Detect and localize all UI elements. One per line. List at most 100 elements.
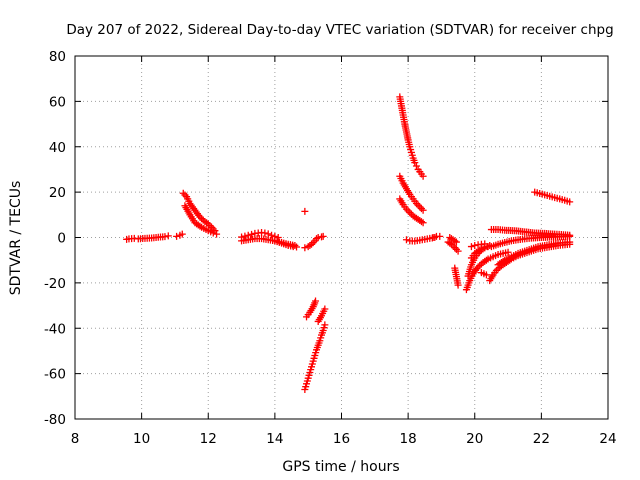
data-point <box>474 263 482 271</box>
data-point <box>411 159 419 167</box>
data-point <box>241 232 249 240</box>
data-point <box>417 205 425 213</box>
data-point <box>451 244 459 252</box>
x-tick-label: 14 <box>266 431 283 447</box>
data-point <box>321 321 329 329</box>
series-arc-11 <box>301 207 309 215</box>
series-arc-31 <box>477 269 490 279</box>
data-point <box>319 232 327 240</box>
data-point <box>198 215 206 223</box>
series-arc-17 <box>396 195 427 227</box>
chart-title: Day 207 of 2022, Sidereal Day-to-day VTE… <box>66 22 613 38</box>
data-point <box>196 222 204 230</box>
series-arc-13 <box>303 297 320 321</box>
data-point <box>416 203 424 211</box>
data-point <box>566 198 574 206</box>
data-point <box>452 238 460 246</box>
data-point <box>301 244 309 252</box>
series-arc-09 <box>301 237 319 252</box>
data-point <box>482 271 490 279</box>
series-arc-20 <box>444 238 462 255</box>
y-tick-label: 60 <box>49 94 66 110</box>
data-point <box>467 243 475 251</box>
data-point <box>293 243 301 251</box>
data-point <box>499 257 507 265</box>
data-point <box>476 246 484 254</box>
x-tick-labels: 8 10 12 14 16 18 20 22 24 <box>71 431 617 447</box>
x-tick-label: 24 <box>599 431 616 447</box>
data-point <box>436 232 444 240</box>
data-point <box>301 207 309 215</box>
series-arc-22 <box>451 264 462 289</box>
data-point <box>419 219 427 227</box>
x-tick-label: 18 <box>400 431 417 447</box>
x-tick-label: 12 <box>200 431 217 447</box>
x-tick-label: 22 <box>533 431 550 447</box>
data-point <box>492 266 500 274</box>
data-point <box>429 234 437 241</box>
data-point <box>313 235 321 243</box>
y-tick-label: -20 <box>44 276 66 292</box>
data-point <box>417 218 425 226</box>
series-arc-08 <box>271 237 301 251</box>
data-point <box>406 209 414 217</box>
data-point <box>419 206 427 214</box>
y-tick-label: -80 <box>44 412 66 428</box>
data-point <box>451 237 459 245</box>
axis-ticks <box>74 55 609 420</box>
data-point <box>261 229 269 237</box>
data-point <box>504 248 512 256</box>
series-arc-25 <box>467 243 492 262</box>
data-point <box>264 230 272 238</box>
x-axis-label: GPS time / hours <box>282 459 399 475</box>
data-point <box>268 231 276 239</box>
y-tick-label: 20 <box>49 185 66 201</box>
y-tick-label: -40 <box>44 321 66 337</box>
series-arc-03 <box>173 230 186 240</box>
series-arc-30 <box>494 238 574 269</box>
y-axis-label: SDTVAR / TECUs <box>8 181 24 296</box>
data-point <box>402 236 410 244</box>
series-arc-04 <box>179 189 219 235</box>
series-arc-12 <box>301 321 329 394</box>
data-point <box>321 305 329 313</box>
data-point <box>209 229 217 237</box>
y-tick-label: -60 <box>44 367 66 383</box>
data-point <box>481 240 489 248</box>
data-point <box>161 233 169 241</box>
data-point <box>412 162 420 170</box>
series-arc-15 <box>396 93 427 180</box>
y-tick-labels: -80 -60 -40 -20 0 20 40 60 80 <box>44 49 66 428</box>
data-point <box>178 230 186 238</box>
data-points <box>123 93 574 394</box>
data-point <box>312 297 320 305</box>
data-point <box>404 207 412 215</box>
data-point <box>419 172 427 180</box>
data-point <box>566 238 574 246</box>
data-point <box>179 189 187 197</box>
x-tick-label: 16 <box>333 431 350 447</box>
series-arc-26 <box>467 240 489 251</box>
series-arc-02 <box>134 232 172 243</box>
data-point <box>414 201 422 209</box>
data-point <box>454 247 462 255</box>
data-point <box>173 232 181 240</box>
data-point <box>482 256 490 264</box>
series-arc-28 <box>487 232 574 251</box>
data-point <box>248 230 256 238</box>
series-arc-32 <box>531 188 574 206</box>
x-tick-label: 20 <box>466 431 483 447</box>
series-arc-14 <box>314 305 329 325</box>
y-tick-label: 40 <box>49 140 66 156</box>
series-arc-21 <box>446 234 460 246</box>
series-arc-10 <box>313 232 327 243</box>
series-arc-19 <box>429 232 444 241</box>
series-arc-05 <box>181 202 221 238</box>
data-point <box>471 241 479 249</box>
y-tick-label: 80 <box>49 49 66 65</box>
data-point <box>196 213 204 221</box>
series-arc-16 <box>396 172 427 214</box>
x-tick-label: 10 <box>133 431 150 447</box>
data-point <box>454 281 462 289</box>
